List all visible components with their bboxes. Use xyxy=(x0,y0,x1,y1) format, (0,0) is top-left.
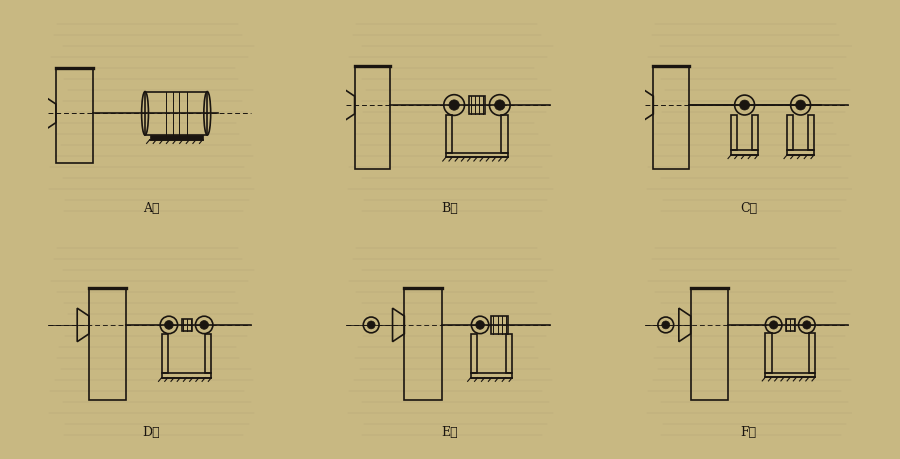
Bar xyxy=(506,334,512,373)
Bar xyxy=(56,67,94,163)
Bar xyxy=(355,66,390,169)
Circle shape xyxy=(803,321,811,329)
Text: E式: E式 xyxy=(442,426,458,439)
Bar xyxy=(491,316,508,334)
Bar xyxy=(182,319,192,331)
Bar xyxy=(469,96,485,114)
Text: F式: F式 xyxy=(741,426,757,439)
Circle shape xyxy=(165,320,173,329)
Circle shape xyxy=(495,100,505,110)
Bar xyxy=(162,373,212,378)
Circle shape xyxy=(200,320,209,329)
Bar xyxy=(752,115,758,150)
Circle shape xyxy=(449,100,459,110)
Bar xyxy=(765,373,815,377)
Bar xyxy=(809,333,815,373)
Text: B式: B式 xyxy=(442,202,458,215)
Circle shape xyxy=(770,321,778,329)
Circle shape xyxy=(662,321,670,329)
Circle shape xyxy=(367,321,375,329)
Bar xyxy=(786,319,795,331)
Bar xyxy=(404,288,442,400)
Text: C式: C式 xyxy=(740,202,757,215)
Bar xyxy=(690,288,728,400)
Bar xyxy=(731,115,737,150)
Bar xyxy=(471,373,512,378)
Bar xyxy=(89,288,126,400)
Bar xyxy=(653,66,688,169)
Bar xyxy=(731,150,758,155)
Bar xyxy=(205,334,212,373)
Text: D式: D式 xyxy=(142,426,160,439)
Circle shape xyxy=(796,100,806,110)
Bar xyxy=(765,333,771,373)
Bar xyxy=(145,91,207,135)
Bar xyxy=(471,334,477,373)
Bar xyxy=(808,115,814,150)
Bar xyxy=(446,153,508,157)
Bar xyxy=(446,115,453,153)
Bar xyxy=(149,135,202,140)
Bar xyxy=(788,115,793,150)
Text: A式: A式 xyxy=(143,202,159,215)
Bar xyxy=(162,334,168,373)
Bar xyxy=(501,115,508,153)
Circle shape xyxy=(476,320,484,329)
Circle shape xyxy=(740,100,750,110)
Bar xyxy=(788,150,814,155)
